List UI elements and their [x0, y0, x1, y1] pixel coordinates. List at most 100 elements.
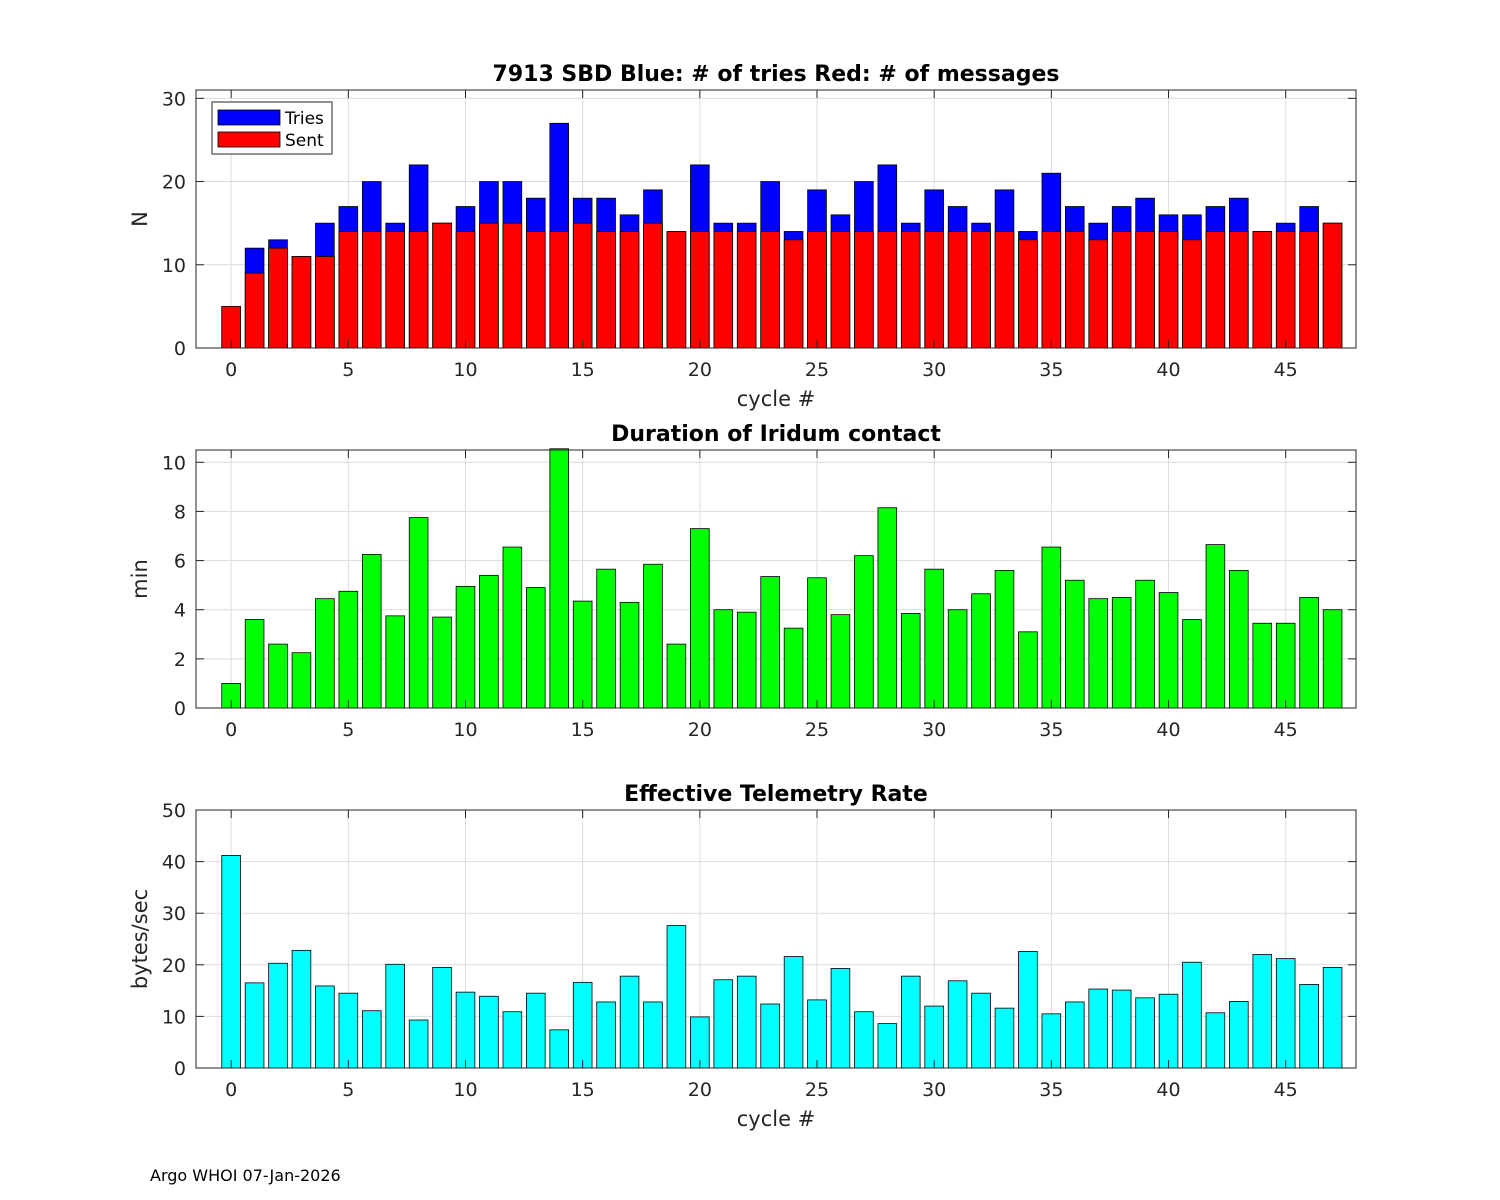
bar-rate-18: [643, 1001, 663, 1069]
bar-duration-22: [736, 611, 757, 709]
legend-swatch-tries: [217, 109, 281, 126]
bar-duration-20: [690, 528, 710, 709]
y-axis-label: bytes/sec: [128, 889, 152, 989]
bar-sent-34: [1018, 239, 1038, 349]
bar-rate-19: [666, 925, 687, 1069]
chart-3: 0 5 10 15 20 25 30 35 40 45 0 10 20 30 40 50 Effective T…: [128, 782, 1357, 1131]
chart-1: 0 5 10 15 20 25 30 35 40 45 0 10 20 30 7913 SBD Blue: …: [128, 62, 1357, 411]
bar-duration-39: [1135, 579, 1155, 709]
x-tick-label: 45: [1274, 1079, 1298, 1101]
bar-rate-23: [760, 1003, 780, 1069]
x-tick-label: 40: [1156, 719, 1180, 741]
legend-label-sent: Sent: [285, 131, 324, 151]
bar-duration-37: [1088, 598, 1108, 709]
bar-sent-38: [1111, 231, 1132, 349]
bar-rate-41: [1182, 961, 1202, 1069]
bar-rate-31: [947, 980, 968, 1069]
bar-rate-24: [783, 956, 804, 1069]
bar-sent-33: [994, 231, 1015, 349]
bar-rate-26: [830, 968, 851, 1069]
bar-sent-26: [830, 231, 851, 349]
bar-rate-42: [1205, 1012, 1226, 1069]
chart-2: 0 5 10 15 20 25 30 35 40 45 0 2 4 6 8 10 Duration of Iri…: [128, 422, 1357, 741]
y-tick-label: 0: [174, 338, 186, 360]
bar-sent-16: [596, 231, 616, 349]
bar-rate-12: [502, 1011, 523, 1069]
bar-rate-2: [268, 962, 288, 1069]
bar-duration-36: [1065, 579, 1085, 709]
x-tick-label: 0: [225, 359, 237, 381]
x-tick-label: 25: [805, 719, 829, 741]
y-tick-label: 8: [174, 501, 186, 523]
bar-duration-46: [1299, 597, 1319, 709]
y-tick-label: 20: [162, 955, 186, 977]
bar-sent-15: [572, 222, 593, 349]
bar-rate-27: [854, 1011, 874, 1069]
bar-rate-36: [1065, 1001, 1085, 1069]
bar-sent-18: [643, 222, 663, 349]
bar-rate-44: [1252, 954, 1273, 1069]
bar-duration-18: [643, 563, 663, 709]
bar-rate-4: [315, 985, 335, 1069]
bar-sent-21: [713, 231, 734, 349]
y-tick-label: 6: [174, 551, 186, 573]
x-tick-label: 5: [342, 359, 354, 381]
bar-rate-33: [994, 1007, 1015, 1069]
y-tick-label: 4: [174, 600, 186, 622]
bar-duration-5: [338, 590, 359, 709]
bar-sent-13: [526, 231, 546, 349]
bar-rate-16: [596, 1001, 616, 1069]
bar-duration-35: [1041, 546, 1062, 709]
x-tick-label: 40: [1156, 1079, 1180, 1101]
bar-rate-1: [244, 982, 265, 1069]
bar-duration-30: [924, 568, 944, 709]
bar-rate-32: [971, 992, 991, 1069]
bar-duration-23: [760, 576, 780, 709]
x-tick-label: 20: [688, 1079, 712, 1101]
bar-sent-31: [947, 231, 968, 349]
bar-sent-5: [338, 231, 359, 349]
bar-rate-37: [1088, 988, 1108, 1069]
bar-duration-38: [1111, 597, 1132, 709]
bar-sent-3: [291, 256, 312, 349]
bar-sent-42: [1205, 231, 1226, 349]
bar-sent-27: [854, 231, 874, 349]
y-tick-label: 50: [162, 800, 186, 822]
bar-duration-7: [385, 615, 405, 709]
bar-sent-47: [1322, 222, 1343, 349]
bar-sent-32: [971, 231, 991, 349]
bar-sent-29: [900, 231, 921, 349]
bar-duration-11: [479, 574, 499, 709]
x-tick-label: 5: [342, 1079, 354, 1101]
bar-duration-16: [596, 568, 616, 709]
bar-duration-32: [971, 593, 991, 709]
bar-duration-40: [1158, 592, 1179, 709]
bar-duration-43: [1229, 570, 1249, 709]
bar-rate-40: [1158, 993, 1179, 1069]
bar-sent-35: [1041, 231, 1062, 349]
y-axis-label: N: [128, 211, 152, 227]
bar-sent-14: [549, 231, 570, 349]
bar-sent-7: [385, 231, 405, 349]
bar-rate-7: [385, 963, 405, 1069]
legend-label-tries: Tries: [284, 109, 324, 129]
bar-duration-34: [1018, 631, 1038, 709]
bar-sent-20: [690, 231, 710, 349]
bar-rate-29: [900, 975, 921, 1069]
bar-rate-14: [549, 1029, 570, 1069]
bar-duration-41: [1182, 619, 1202, 709]
axes-box: [195, 449, 1357, 709]
x-axis-label: cycle #: [737, 1107, 816, 1131]
x-tick-label: 0: [225, 1079, 237, 1101]
bar-duration-14: [549, 448, 570, 709]
bar-duration-4: [315, 598, 335, 709]
bar-rate-5: [338, 992, 359, 1069]
bar-sent-24: [783, 239, 804, 349]
bar-duration-3: [291, 652, 312, 709]
y-axis-label: min: [128, 559, 152, 599]
bar-duration-27: [854, 555, 874, 709]
bar-rate-21: [713, 979, 734, 1069]
x-tick-label: 20: [688, 719, 712, 741]
bar-rate-45: [1275, 958, 1296, 1069]
